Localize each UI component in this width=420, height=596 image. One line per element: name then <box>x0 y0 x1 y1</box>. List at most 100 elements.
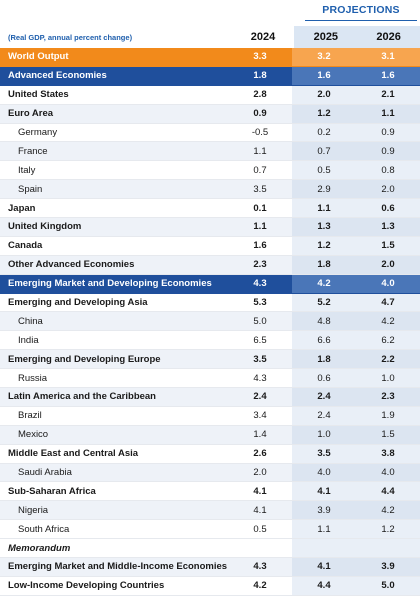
value-2026: 3.9 <box>356 557 420 577</box>
row-label: World Output <box>0 48 228 67</box>
value-2025: 1.8 <box>292 255 356 275</box>
table-row: Middle East and Central Asia 2.6 3.5 3.8 <box>0 444 420 464</box>
value-2024: 1.1 <box>228 141 292 162</box>
table-row: Mexico 1.4 1.0 1.5 <box>0 425 420 445</box>
value-2026: 1.3 <box>356 217 420 237</box>
value-2026: 1.2 <box>356 519 420 540</box>
projections-underline <box>305 20 417 21</box>
value-2026: 4.0 <box>356 463 420 483</box>
value-2025: 1.0 <box>292 425 356 445</box>
row-label: Euro Area <box>0 104 228 124</box>
value-2025: 5.2 <box>292 293 356 313</box>
value-2024: 0.9 <box>228 104 292 124</box>
table-row: Low-Income Developing Countries 4.2 4.4 5.0 <box>0 576 420 596</box>
table-row: Spain 3.5 2.9 2.0 <box>0 179 420 200</box>
value-2024: -0.5 <box>228 123 292 143</box>
table-row: Memorandum <box>0 538 420 559</box>
table-row: Emerging and Developing Asia 5.3 5.2 4.7 <box>0 293 420 313</box>
row-label: Memorandum <box>0 538 228 559</box>
value-2025: 0.2 <box>292 123 356 143</box>
table-row: Advanced Economies 1.8 1.6 1.6 <box>0 66 420 86</box>
value-2025: 1.1 <box>292 198 356 219</box>
value-2026: 1.1 <box>356 104 420 124</box>
table-row: Nigeria 4.1 3.9 4.2 <box>0 500 420 521</box>
value-2024: 1.4 <box>228 425 292 445</box>
value-2026: 4.7 <box>356 293 420 313</box>
table-row: China 5.0 4.8 4.2 <box>0 311 420 332</box>
row-label: Emerging and Developing Europe <box>0 349 228 370</box>
row-label: Canada <box>0 236 228 256</box>
table-row: United States 2.8 2.0 2.1 <box>0 85 420 105</box>
projections-header: PROJECTIONS <box>302 0 420 24</box>
value-2026: 4.2 <box>356 500 420 521</box>
row-label: Brazil <box>0 406 228 426</box>
value-2025: 1.8 <box>292 349 356 370</box>
row-label: Emerging Market and Middle-Income Econom… <box>0 557 228 577</box>
row-label: Saudi Arabia <box>0 463 228 483</box>
value-2026: 2.0 <box>356 179 420 200</box>
value-2024: 2.3 <box>228 255 292 275</box>
value-2024: 5.3 <box>228 293 292 313</box>
value-2025: 2.9 <box>292 179 356 200</box>
year-header-2025: 2025 <box>294 26 358 48</box>
table-row: Emerging Market and Developing Economies… <box>0 274 420 294</box>
value-2025: 4.4 <box>292 576 356 596</box>
row-label: Spain <box>0 179 228 200</box>
value-2024: 4.1 <box>228 481 292 502</box>
value-2026: 2.0 <box>356 255 420 275</box>
table-row: France 1.1 0.7 0.9 <box>0 141 420 162</box>
value-2024: 5.0 <box>228 311 292 332</box>
row-label: United States <box>0 85 228 105</box>
value-2025: 2.4 <box>292 406 356 426</box>
value-2026: 1.5 <box>356 236 420 256</box>
value-2024: 2.4 <box>228 387 292 407</box>
value-2024: 1.1 <box>228 217 292 237</box>
row-label: Nigeria <box>0 500 228 521</box>
row-label: Other Advanced Economies <box>0 255 228 275</box>
value-2025: 4.0 <box>292 463 356 483</box>
row-label: Advanced Economies <box>0 66 228 86</box>
value-2024: 4.3 <box>228 368 292 389</box>
value-2026: 1.6 <box>356 66 420 86</box>
value-2025: 1.3 <box>292 217 356 237</box>
value-2025: 4.8 <box>292 311 356 332</box>
value-2024: 1.6 <box>228 236 292 256</box>
table-row: United Kingdom 1.1 1.3 1.3 <box>0 217 420 237</box>
value-2024: 0.5 <box>228 519 292 540</box>
value-2026: 4.4 <box>356 481 420 502</box>
value-2024: 4.1 <box>228 500 292 521</box>
table-row: World Output 3.3 3.2 3.1 <box>0 48 420 67</box>
value-2024: 4.3 <box>228 557 292 577</box>
table-row: Japan 0.1 1.1 0.6 <box>0 198 420 219</box>
row-label: China <box>0 311 228 332</box>
value-2024: 3.3 <box>228 48 292 67</box>
value-2025: 1.6 <box>292 66 356 86</box>
row-label: France <box>0 141 228 162</box>
value-2024: 3.5 <box>228 349 292 370</box>
table-row: Germany -0.5 0.2 0.9 <box>0 123 420 143</box>
value-2024: 4.3 <box>228 274 292 294</box>
value-2026: 0.8 <box>356 160 420 181</box>
value-2025 <box>292 538 356 559</box>
row-label: Russia <box>0 368 228 389</box>
row-label: Emerging Market and Developing Economies <box>0 274 228 294</box>
value-2024: 2.0 <box>228 463 292 483</box>
value-2024: 3.5 <box>228 179 292 200</box>
units-note: (Real GDP, annual percent change) <box>8 32 133 42</box>
table-row: Sub-Saharan Africa 4.1 4.1 4.4 <box>0 481 420 502</box>
row-label: Japan <box>0 198 228 219</box>
row-label: Middle East and Central Asia <box>0 444 228 464</box>
table-row: Emerging Market and Middle-Income Econom… <box>0 557 420 577</box>
value-2025: 4.2 <box>292 274 356 294</box>
year-header-2024: 2024 <box>250 31 276 43</box>
value-2026: 1.5 <box>356 425 420 445</box>
table-row: Emerging and Developing Europe 3.5 1.8 2.2 <box>0 349 420 370</box>
value-2025: 1.1 <box>292 519 356 540</box>
value-2025: 2.0 <box>292 85 356 105</box>
value-2025: 1.2 <box>292 104 356 124</box>
value-2026 <box>356 538 420 559</box>
value-2026: 0.9 <box>356 123 420 143</box>
value-2024: 0.1 <box>228 198 292 219</box>
table-row: Russia 4.3 0.6 1.0 <box>0 368 420 389</box>
